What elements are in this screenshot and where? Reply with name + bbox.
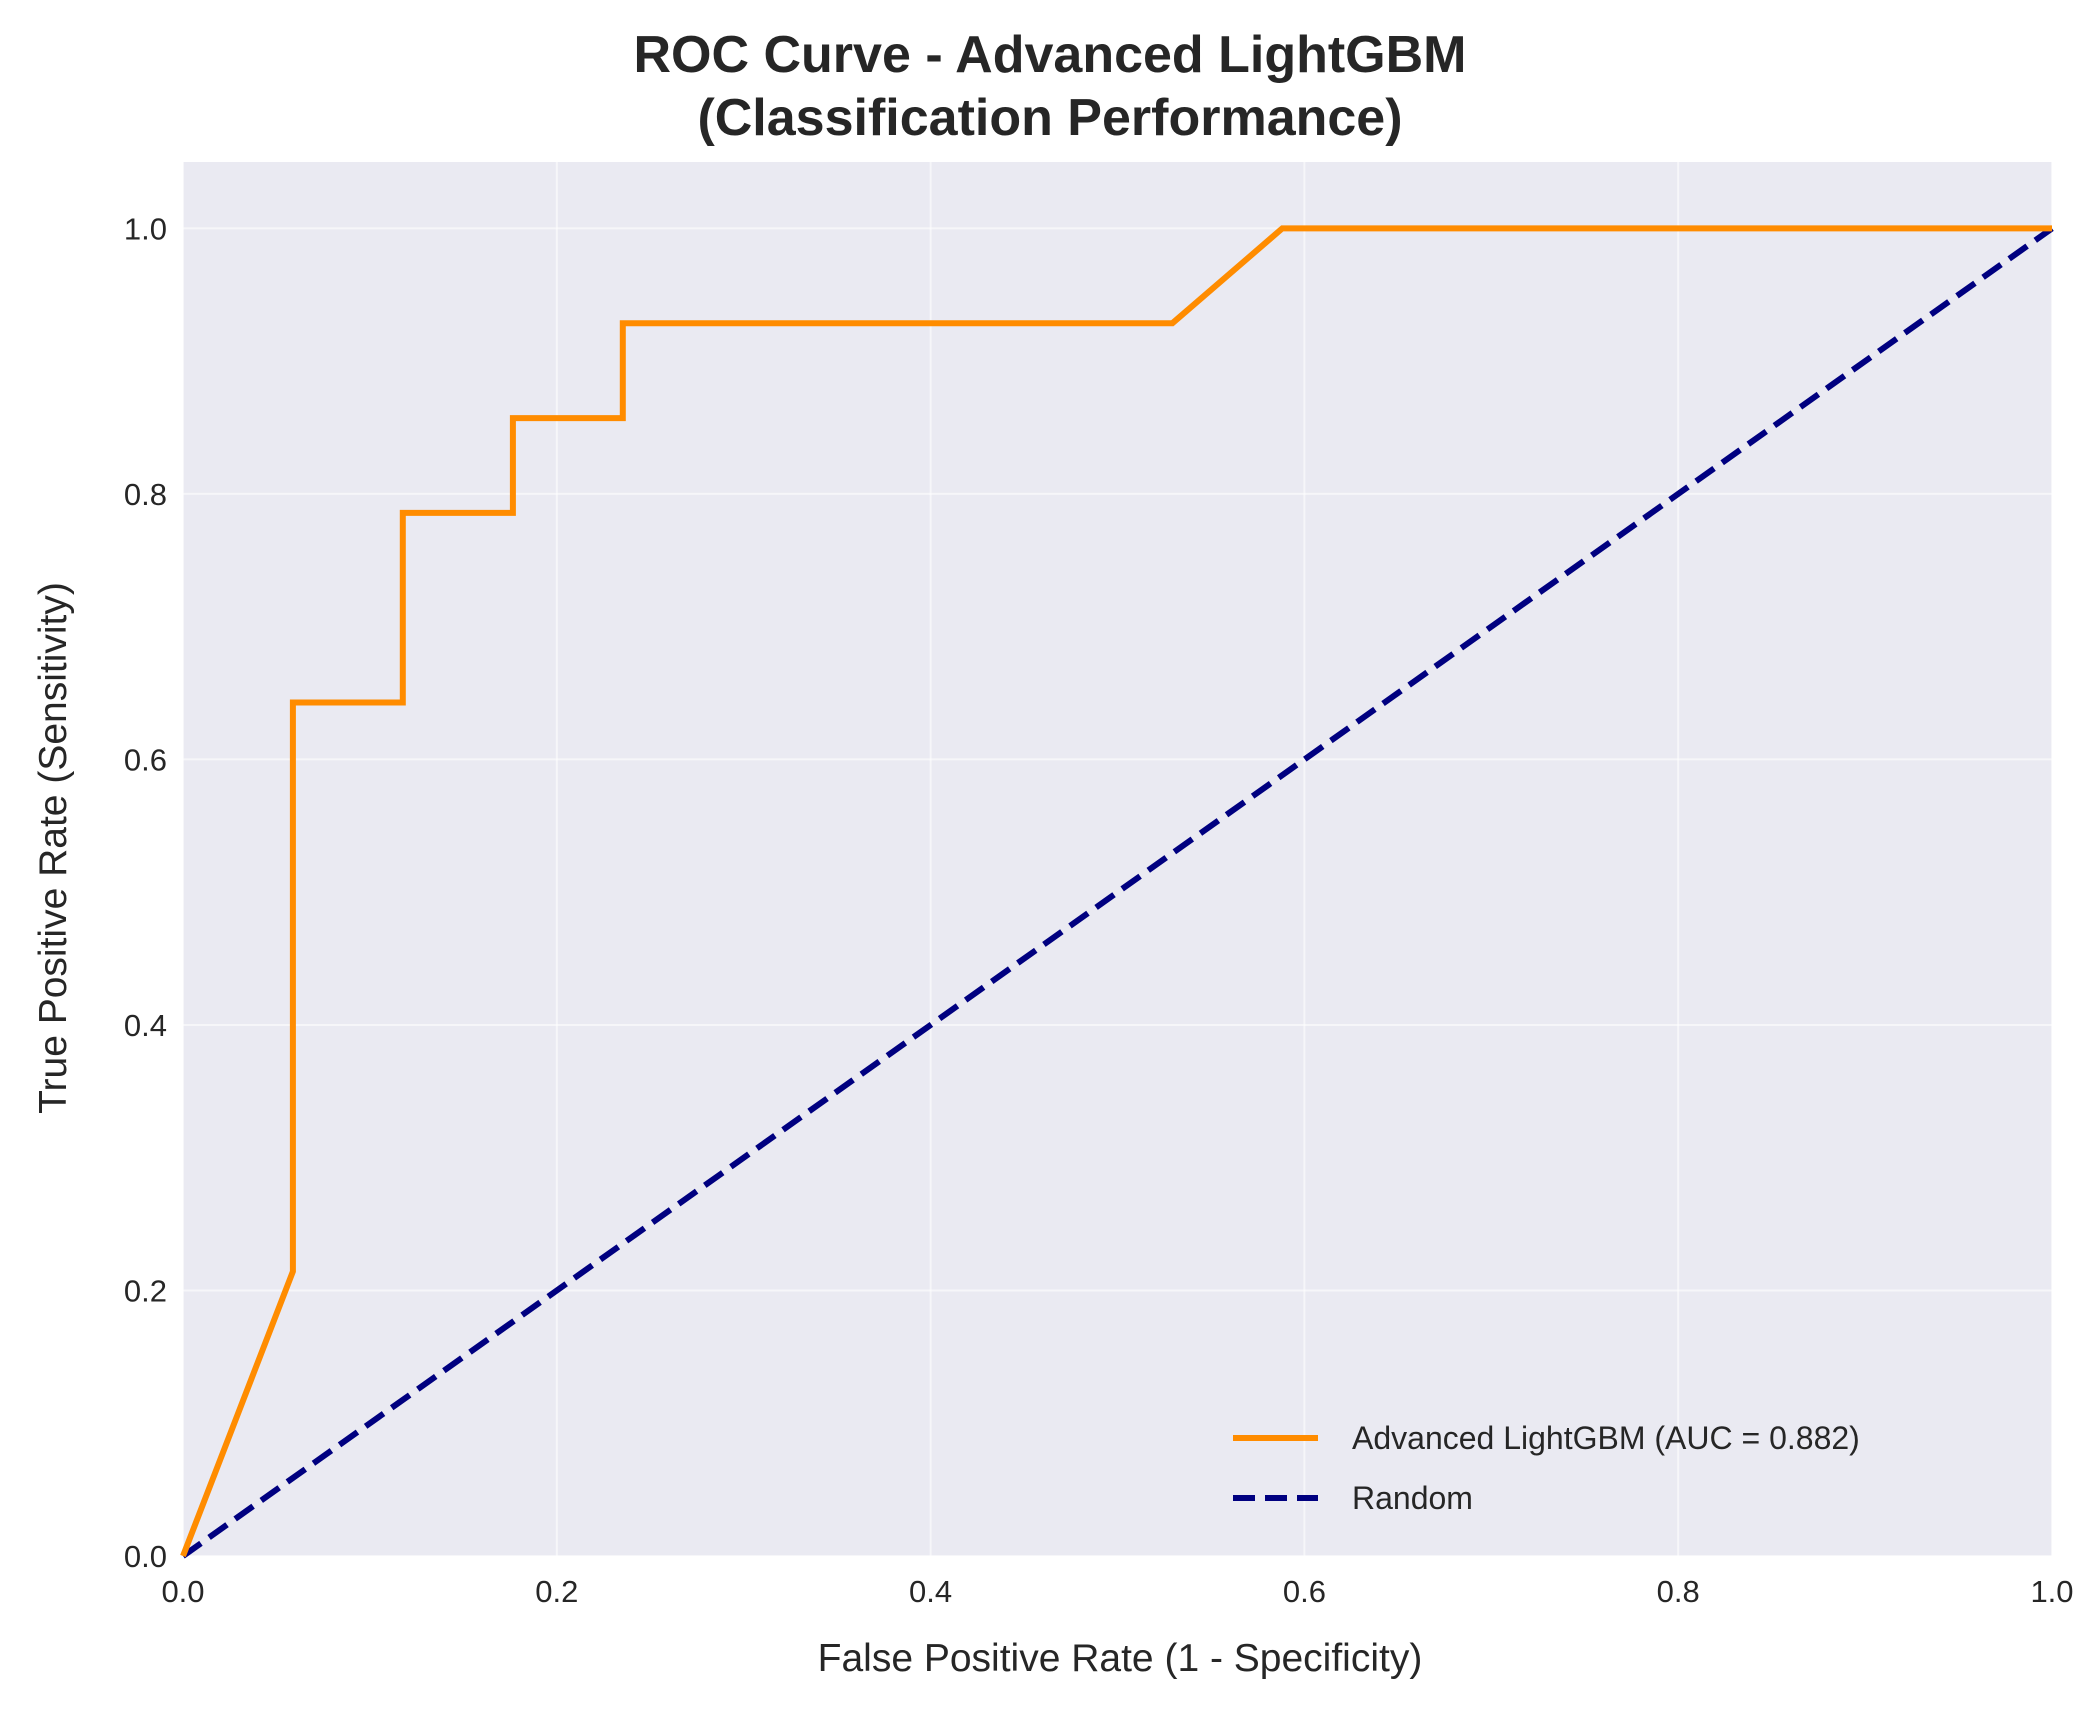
- series-lines: [180, 225, 2054, 1559]
- grid-lines: [182, 162, 2053, 1557]
- legend-label-random: Random: [1352, 1480, 1473, 1516]
- y-tick-label-1: 0.2: [124, 1273, 167, 1308]
- series-line-lightgbm: [180, 225, 2052, 1558]
- x-tick-label-3: 0.6: [1283, 1574, 1326, 1609]
- plot-area: [183, 162, 2052, 1556]
- y-tick-label-5: 1.0: [124, 211, 167, 246]
- x-axis-label: False Positive Rate (1 - Specificity): [818, 1637, 1423, 1680]
- y-axis-ticks: 0.0 0.2 0.4 0.6 0.8 1.0: [124, 211, 167, 1574]
- y-tick-label-2: 0.4: [124, 1008, 167, 1043]
- y-tick-label-4: 0.8: [124, 477, 167, 512]
- x-tick-label-5: 1.0: [2030, 1574, 2073, 1609]
- x-tick-label-4: 0.8: [1657, 1574, 1700, 1609]
- x-tick-label-0: 0.0: [161, 1574, 204, 1609]
- legend-label-lightgbm: Advanced LightGBM (AUC = 0.882): [1352, 1420, 1860, 1456]
- y-axis-label: True Positive Rate (Sensitivity): [32, 582, 75, 1114]
- y-tick-label-3: 0.6: [124, 742, 167, 777]
- chart-title-line-1: ROC Curve - Advanced LightGBM: [633, 26, 1466, 84]
- x-axis-ticks: 0.0 0.2 0.4 0.6 0.8 1.0: [161, 1574, 2073, 1609]
- x-tick-label-2: 0.4: [909, 1574, 952, 1609]
- chart-title-line-2: (Classification Performance): [697, 89, 1402, 147]
- y-tick-label-0: 0.0: [124, 1539, 167, 1574]
- legend: Advanced LightGBM (AUC = 0.882) Random: [1233, 1420, 1860, 1516]
- x-tick-label-1: 0.2: [535, 1574, 578, 1609]
